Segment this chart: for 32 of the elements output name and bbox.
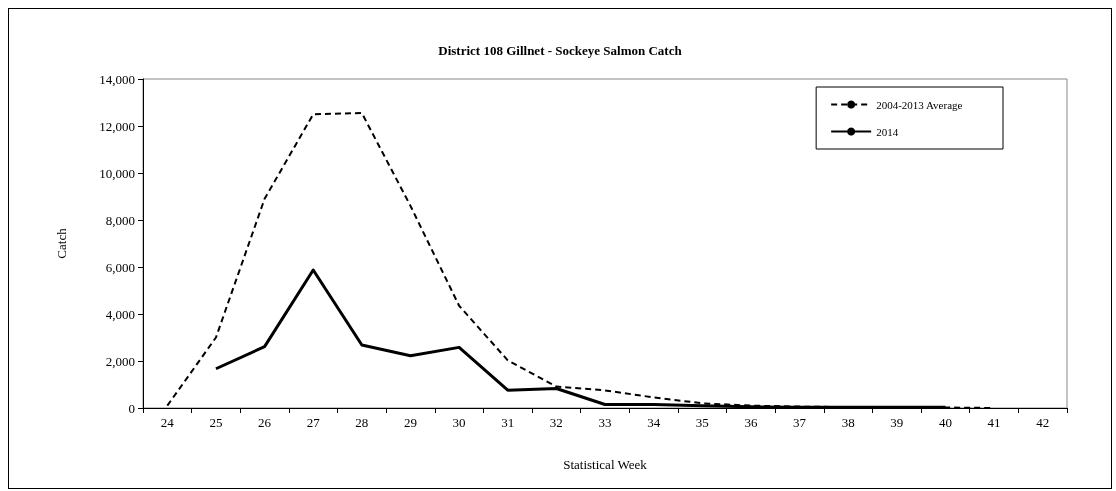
x-axis-title: Statistical Week — [563, 457, 648, 472]
x-tick-label: 30 — [452, 415, 466, 430]
x-tick-label: 33 — [598, 415, 612, 430]
y-tick-label: 14,000 — [99, 71, 135, 87]
y-tick-label: 10,000 — [99, 165, 135, 181]
x-tick-label: 27 — [306, 415, 321, 430]
chart-title: District 108 Gillnet - Sockeye Salmon Catch — [438, 43, 683, 58]
x-tick-label: 25 — [209, 415, 223, 430]
x-tick-label: 39 — [890, 415, 904, 430]
y-tick-label: 6,000 — [105, 259, 135, 275]
x-tick-label: 32 — [549, 415, 563, 430]
y-tick-label: 0 — [128, 400, 135, 416]
x-tick-label: 24 — [160, 415, 175, 430]
x-tick-label: 37 — [793, 415, 807, 430]
y-tick-label: 12,000 — [99, 118, 135, 134]
x-tick-label: 35 — [695, 415, 709, 430]
y-tick-label: 4,000 — [105, 306, 135, 322]
x-tick-label: 26 — [258, 415, 272, 430]
legend-label: 2014 — [876, 125, 899, 138]
x-tick-label: 40 — [938, 415, 952, 430]
x-tick-label: 29 — [403, 415, 417, 430]
y-tick-label: 8,000 — [105, 212, 135, 228]
x-tick-label: 31 — [501, 415, 515, 430]
x-tick-label: 28 — [355, 415, 369, 430]
y-tick-label: 2,000 — [105, 353, 135, 369]
x-tick-label: 38 — [841, 415, 855, 430]
x-tick-label: 36 — [744, 415, 758, 430]
x-tick-label: 42 — [1036, 415, 1050, 430]
y-axis-title: Catch — [54, 227, 69, 259]
x-tick-label: 41 — [987, 415, 1001, 430]
x-tick-label: 34 — [647, 415, 661, 430]
legend-label: 2004-2013 Average — [876, 98, 963, 111]
